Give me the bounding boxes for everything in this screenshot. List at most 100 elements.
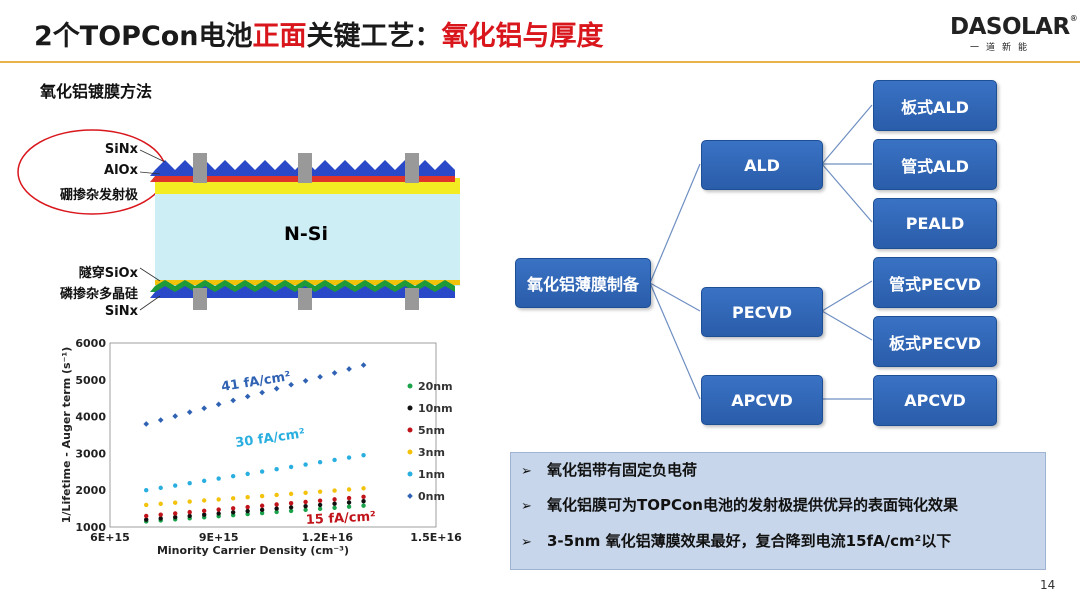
x-tick-label: 1.2E+16 bbox=[302, 531, 354, 544]
data-point bbox=[144, 513, 149, 519]
data-point bbox=[288, 505, 294, 510]
node-alumina-film-preparation: 氧化铝薄膜制备 bbox=[515, 258, 651, 308]
data-point bbox=[230, 510, 236, 515]
data-point bbox=[303, 462, 308, 467]
y-axis-label: 1/Lifetime - Auger term (s⁻¹) bbox=[60, 347, 73, 523]
data-point bbox=[274, 506, 279, 511]
data-point bbox=[201, 498, 207, 503]
y-tick-label: 2000 bbox=[75, 484, 106, 497]
data-point bbox=[332, 457, 337, 463]
chart-annotation: 15 fA/cm² bbox=[305, 509, 376, 528]
node-tube-pecvd: 管式PECVD bbox=[873, 257, 997, 308]
bottom-contact bbox=[405, 288, 419, 310]
logo-subtitle: 一道新能 bbox=[970, 43, 1035, 53]
data-point bbox=[361, 503, 366, 508]
note-text: 氧化铝带有固定负电荷 bbox=[547, 461, 698, 479]
title-highlight: 正面 bbox=[252, 21, 307, 52]
arrow-bullet-icon: ➢ bbox=[521, 499, 532, 514]
data-point bbox=[288, 491, 294, 497]
note-item: ➢ 氧化铝带有固定负电荷 bbox=[521, 459, 697, 480]
x-axis-label: Minority Carrier Density (cm⁻³) bbox=[157, 544, 349, 557]
data-point bbox=[144, 488, 149, 493]
y-tick-label: 1000 bbox=[75, 521, 106, 534]
label-phos-poly: 磷掺杂多晶硅 bbox=[59, 287, 138, 302]
data-point bbox=[274, 492, 279, 498]
node-plate-ald: 板式ALD bbox=[873, 80, 997, 131]
node-pecvd: PECVD bbox=[701, 287, 823, 337]
data-point bbox=[173, 511, 178, 516]
x-tick-label: 1.5E+16 bbox=[410, 531, 462, 544]
note-text: 氧化铝膜可为TOPCon电池的发射极提供优异的表面钝化效果 bbox=[547, 496, 958, 514]
data-point bbox=[332, 488, 337, 493]
section-heading: 氧化铝镀膜方法 bbox=[40, 82, 153, 101]
data-point bbox=[230, 496, 236, 501]
key-findings-box: ➢ 氧化铝带有固定负电荷 ➢ 氧化铝膜可为TOPCon电池的发射极提供优异的表面钝化… bbox=[510, 452, 1046, 570]
x-tick-label: 9E+15 bbox=[199, 531, 239, 544]
data-point bbox=[187, 481, 192, 486]
data-point bbox=[216, 497, 221, 502]
data-point bbox=[245, 508, 250, 514]
data-point bbox=[216, 507, 221, 512]
logo-text: DASOLAR bbox=[950, 14, 1070, 40]
data-point bbox=[158, 516, 163, 521]
data-point bbox=[216, 511, 221, 516]
legend-marker bbox=[407, 471, 413, 477]
label-boron-emitter: 硼掺杂发射极 bbox=[59, 188, 138, 203]
data-point bbox=[346, 487, 352, 492]
data-point bbox=[245, 494, 250, 500]
data-point bbox=[173, 483, 178, 488]
note-item: ➢ 3-5nm 氧化铝薄膜效果最好，复合降到电流15fA/cm²以下 bbox=[521, 530, 951, 551]
x-tick-label: 6E+15 bbox=[90, 531, 130, 544]
label-bottom-sinx: SiNx bbox=[104, 304, 138, 319]
data-point bbox=[259, 503, 265, 508]
node-plate-pecvd: 板式PECVD bbox=[873, 316, 997, 367]
data-point bbox=[259, 510, 265, 516]
data-point bbox=[346, 455, 352, 460]
data-point bbox=[317, 502, 323, 508]
header-divider bbox=[0, 61, 1080, 63]
data-point bbox=[173, 514, 178, 520]
data-point bbox=[201, 508, 207, 514]
data-point bbox=[361, 453, 366, 458]
data-point bbox=[303, 490, 308, 495]
data-point bbox=[245, 504, 250, 510]
data-point bbox=[332, 505, 337, 510]
top-contact bbox=[298, 153, 312, 183]
top-contact bbox=[405, 153, 419, 183]
legend-label: 20nm bbox=[418, 380, 453, 393]
y-tick-label: 6000 bbox=[75, 337, 106, 350]
cell-cross-section-diagram bbox=[17, 129, 460, 311]
data-point bbox=[158, 485, 163, 491]
data-point bbox=[361, 499, 366, 504]
data-point bbox=[332, 497, 337, 502]
data-point bbox=[288, 508, 294, 514]
data-point bbox=[317, 460, 323, 465]
data-point bbox=[158, 512, 163, 517]
data-point bbox=[201, 512, 207, 517]
data-point bbox=[361, 494, 366, 500]
data-point bbox=[201, 405, 208, 412]
data-point bbox=[157, 417, 164, 423]
data-point bbox=[303, 503, 308, 509]
data-point bbox=[230, 506, 236, 511]
node-apcvd-child: APCVD bbox=[873, 375, 997, 426]
data-point bbox=[317, 498, 323, 503]
arrow-bullet-icon: ➢ bbox=[521, 535, 532, 550]
passivation-scatter-chart: 1000 2000 3000 4000 5000 6000 6E+15 9E+15 1.2E+1… bbox=[60, 337, 462, 557]
label-top-sinx: SiNx bbox=[104, 142, 138, 157]
note-text: 3-5nm 氧化铝薄膜效果最好，复合降到电流15fA/cm²以下 bbox=[547, 532, 952, 550]
data-point bbox=[332, 501, 337, 506]
data-point bbox=[144, 517, 149, 522]
y-tick-label: 4000 bbox=[75, 411, 106, 424]
node-tube-ald: 管式ALD bbox=[873, 139, 997, 190]
data-point bbox=[346, 495, 352, 501]
legend-label: 10nm bbox=[418, 402, 453, 415]
legend-label: 3nm bbox=[418, 446, 445, 459]
legend-label: 5nm bbox=[418, 424, 445, 437]
data-point bbox=[143, 421, 150, 427]
data-point bbox=[274, 502, 279, 507]
data-point bbox=[317, 489, 323, 494]
data-point bbox=[259, 507, 265, 513]
title-segment: 2个TOPCon电池 bbox=[34, 21, 253, 52]
data-point bbox=[274, 509, 279, 515]
